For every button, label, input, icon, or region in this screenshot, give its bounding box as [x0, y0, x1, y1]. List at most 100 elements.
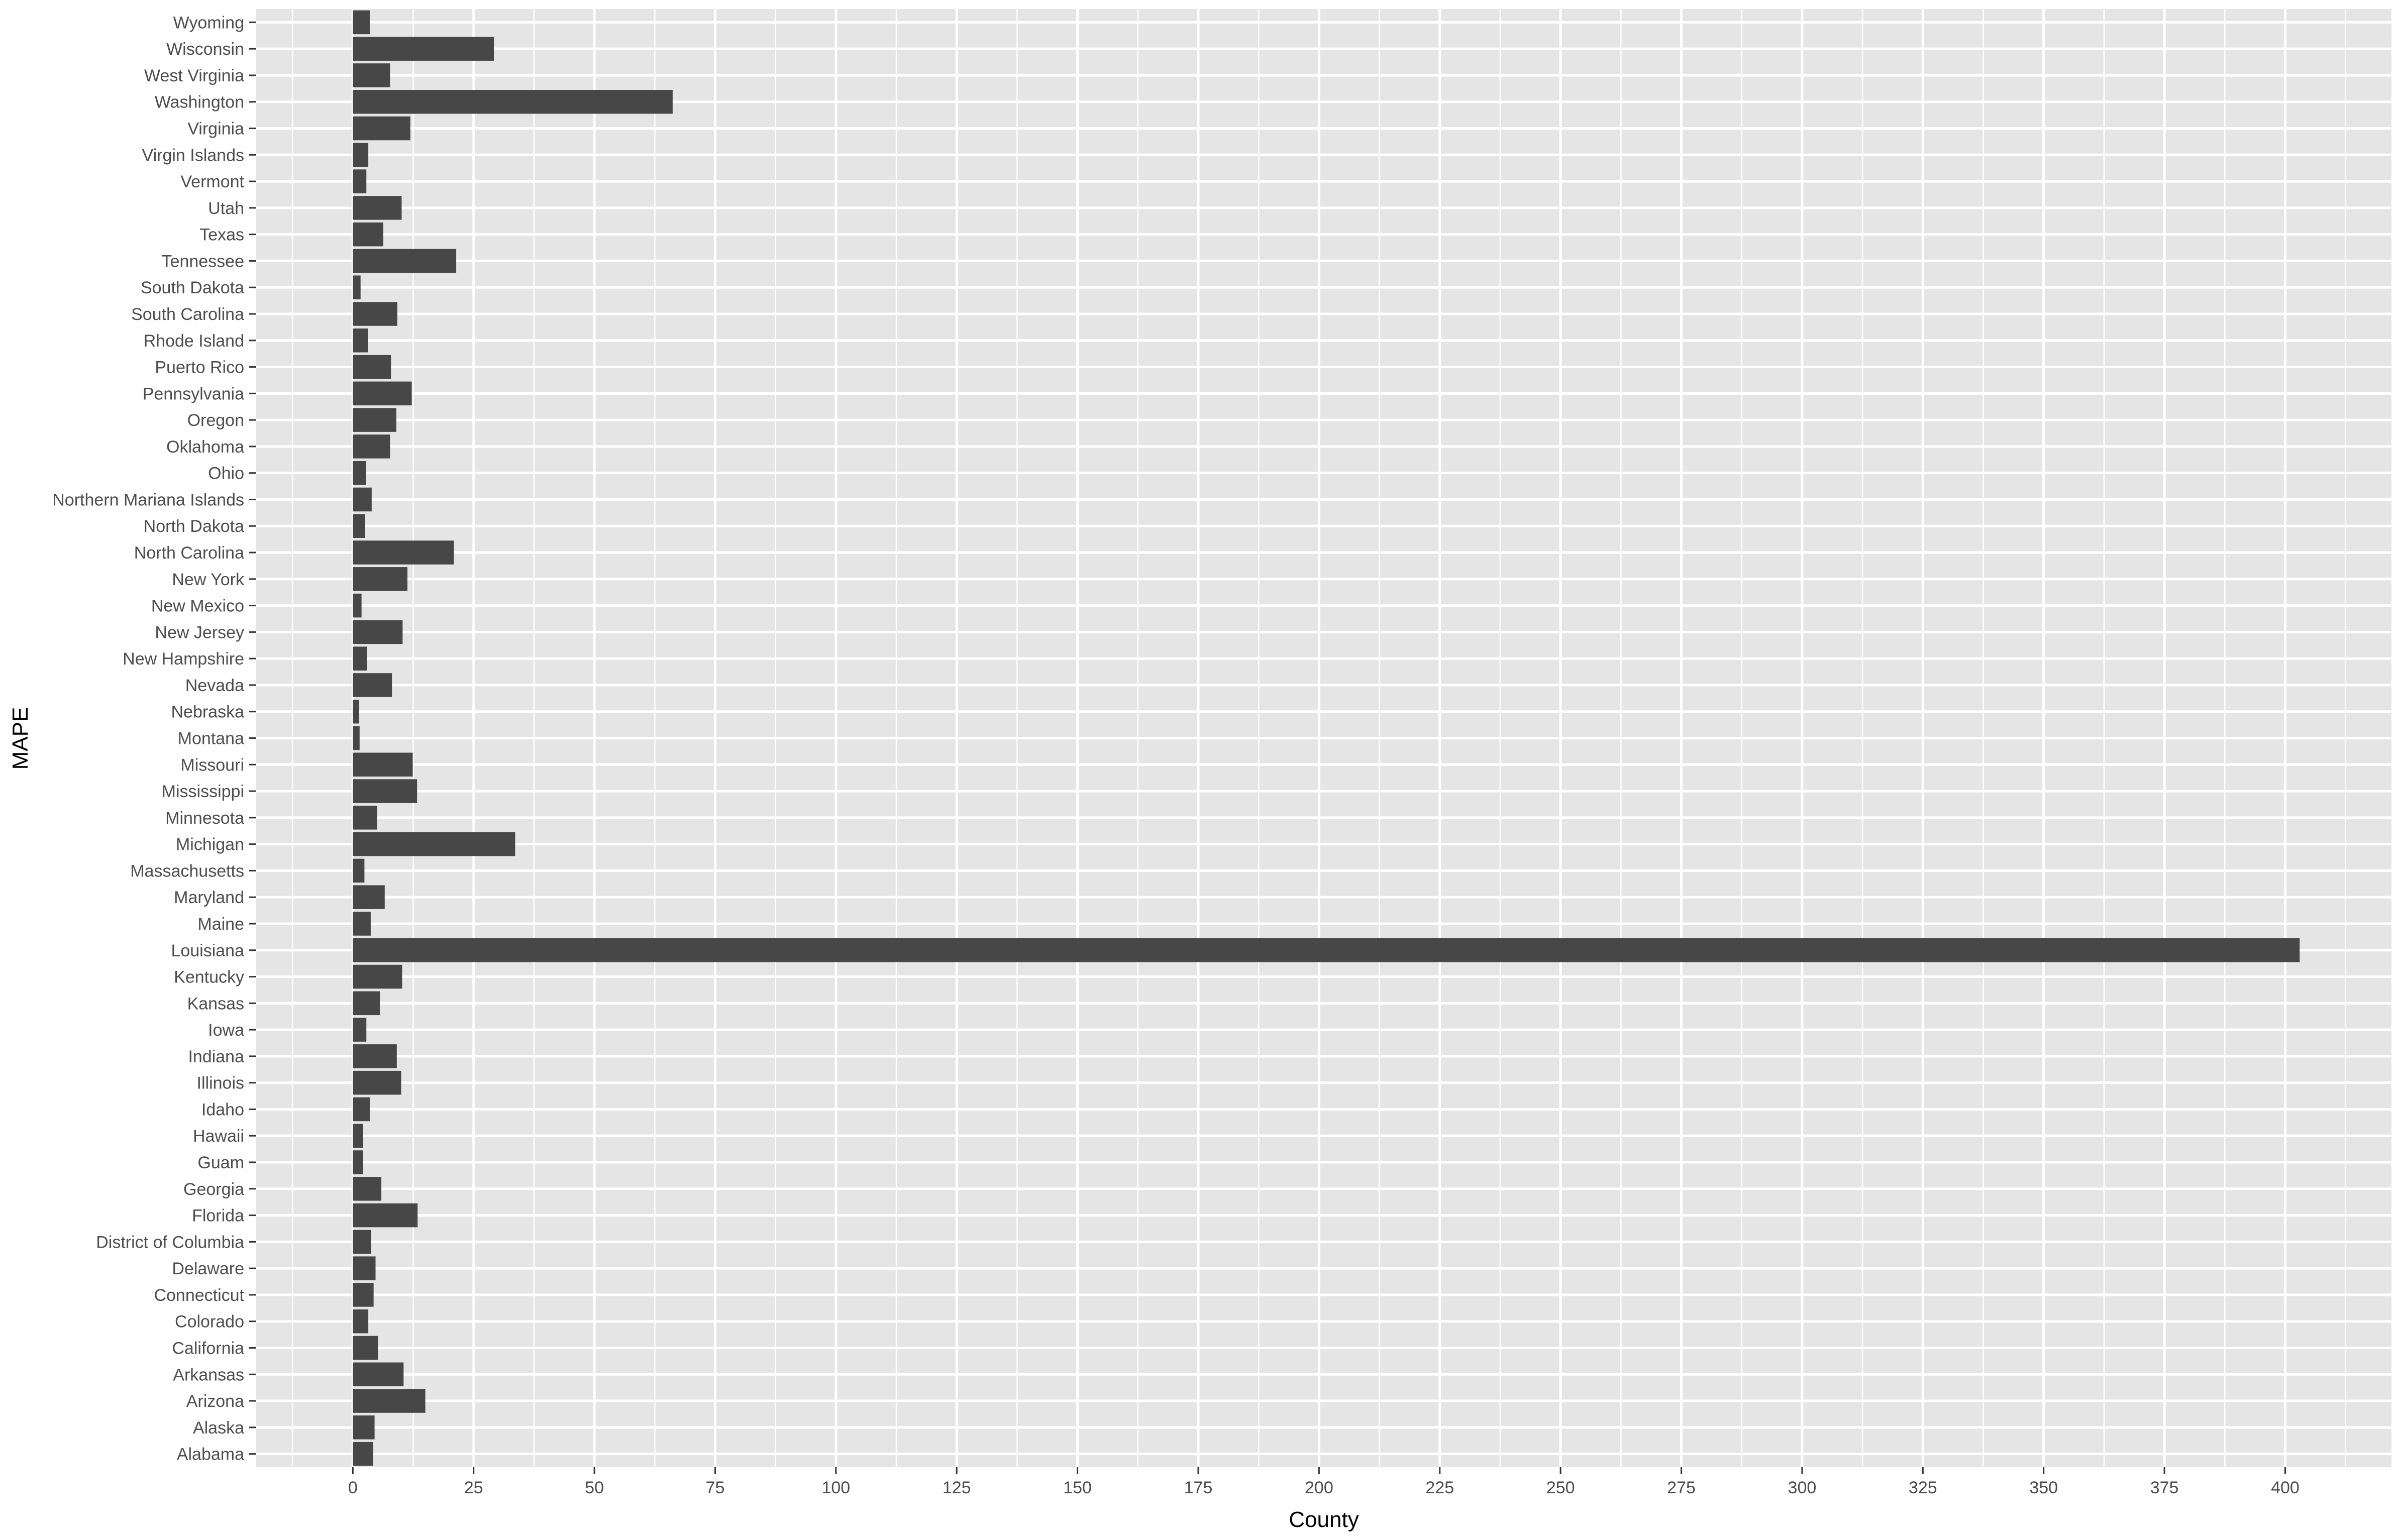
y-tick-label: Mississippi: [162, 782, 244, 801]
bar: [353, 991, 380, 1016]
y-tick-label: Guam: [197, 1153, 244, 1172]
bar: [353, 10, 370, 35]
y-tick-label: District of Columbia: [96, 1233, 244, 1252]
y-tick-label: Colorado: [175, 1312, 244, 1332]
bar: [353, 1044, 397, 1068]
bar: [353, 116, 410, 141]
y-tick-label: Delaware: [172, 1259, 244, 1278]
bar: [353, 222, 383, 247]
bar: [353, 593, 362, 618]
x-tick-label: 275: [1667, 1478, 1696, 1497]
y-tick-label: Kansas: [187, 994, 244, 1013]
y-axis-title: MAPE: [8, 707, 33, 770]
y-tick-label: Michigan: [176, 835, 244, 854]
x-tick-label: 300: [1788, 1478, 1817, 1497]
y-tick-label: Pennsylvania: [143, 384, 244, 403]
y-tick-label: Virgin Islands: [142, 146, 245, 165]
bar: [353, 1442, 373, 1466]
y-tick-label: Nevada: [185, 676, 244, 695]
bar: [353, 938, 2300, 962]
bar: [353, 434, 390, 459]
y-tick-label: Tennessee: [162, 252, 244, 271]
bar: [353, 1070, 401, 1095]
y-tick-label: Iowa: [208, 1021, 244, 1040]
y-tick-label: Vermont: [180, 172, 244, 191]
bar: [353, 1256, 376, 1280]
bar: [353, 63, 390, 87]
bar: [353, 620, 403, 644]
grid-lines: [256, 9, 2391, 1467]
y-tick-label: North Dakota: [144, 517, 244, 536]
bar: [353, 779, 418, 803]
y-tick-label: New Jersey: [155, 623, 244, 642]
y-tick-label: Montana: [178, 729, 244, 748]
x-tick-label: 200: [1305, 1478, 1333, 1497]
x-tick-label: 400: [2271, 1478, 2300, 1497]
bar: [353, 1309, 369, 1334]
y-tick-label: Missouri: [180, 755, 244, 775]
bar: [353, 726, 360, 750]
bar: [353, 540, 454, 565]
bar: [353, 912, 371, 936]
y-tick-label: Puerto Rico: [155, 358, 244, 377]
y-tick-label: Utah: [208, 199, 244, 218]
bar: [353, 858, 365, 883]
y-tick-label: Arkansas: [173, 1365, 244, 1384]
x-tick-label: 250: [1546, 1478, 1575, 1497]
y-tick-label: Ohio: [208, 464, 244, 483]
x-axis-title: County: [1289, 1507, 1359, 1532]
y-tick-label: North Carolina: [134, 543, 244, 563]
x-tick-label: 0: [348, 1478, 358, 1497]
y-tick-label: Virginia: [187, 120, 244, 139]
y-tick-label: Louisiana: [171, 941, 244, 960]
y-tick-label: Maine: [197, 915, 244, 934]
bar: [353, 1415, 375, 1440]
y-tick-label: Georgia: [183, 1180, 244, 1199]
y-tick-label: Idaho: [201, 1100, 244, 1119]
y-tick-label: Indiana: [188, 1047, 244, 1066]
y-tick-label: New York: [172, 570, 245, 589]
bar: [353, 806, 377, 830]
bar: [353, 885, 385, 909]
y-tick-label: Alaska: [193, 1418, 244, 1438]
bar: [353, 249, 457, 273]
y-tick-label: Nebraska: [171, 703, 244, 722]
y-tick-label: Washington: [155, 93, 244, 112]
bar: [353, 1177, 382, 1201]
bar: [353, 1283, 374, 1307]
bar: [353, 196, 402, 220]
y-tick-label: Northern Mariana Islands: [52, 490, 244, 509]
y-tick-label: Wisconsin: [166, 40, 244, 59]
bar: [353, 408, 396, 432]
y-tick-label: West Virginia: [144, 66, 244, 85]
bar: [353, 37, 494, 61]
y-axis: Alabama Alaska Arizona Arkansas California Co…: [52, 13, 256, 1464]
y-tick-label: Florida: [192, 1206, 244, 1226]
bar: [353, 964, 402, 989]
bar: [353, 752, 413, 777]
x-axis: 0 25 50 75 100 125 150 175 200 225 250 275 300 325 350…: [348, 1467, 2300, 1497]
y-tick-label: Kentucky: [174, 968, 244, 987]
bar: [353, 673, 392, 697]
y-tick-label: Rhode Island: [144, 332, 244, 351]
y-tick-label: Arizona: [186, 1392, 244, 1411]
bars: [353, 10, 2300, 1466]
y-tick-label: New Hampshire: [123, 649, 244, 669]
bar: [353, 1203, 418, 1228]
x-tick-label: 125: [943, 1478, 971, 1497]
bar: [353, 1362, 404, 1387]
y-tick-label: Oregon: [187, 411, 244, 430]
bar: [353, 514, 365, 538]
y-tick-label: Illinois: [197, 1074, 244, 1093]
x-tick-label: 325: [1909, 1478, 1937, 1497]
x-tick-label: 100: [821, 1478, 850, 1497]
x-tick-label: 350: [2029, 1478, 2058, 1497]
bar: [353, 169, 367, 193]
x-tick-label: 50: [585, 1478, 604, 1497]
bar: [353, 302, 397, 326]
y-tick-label: South Carolina: [131, 305, 244, 324]
bar: [353, 355, 391, 379]
bar: [353, 328, 368, 353]
